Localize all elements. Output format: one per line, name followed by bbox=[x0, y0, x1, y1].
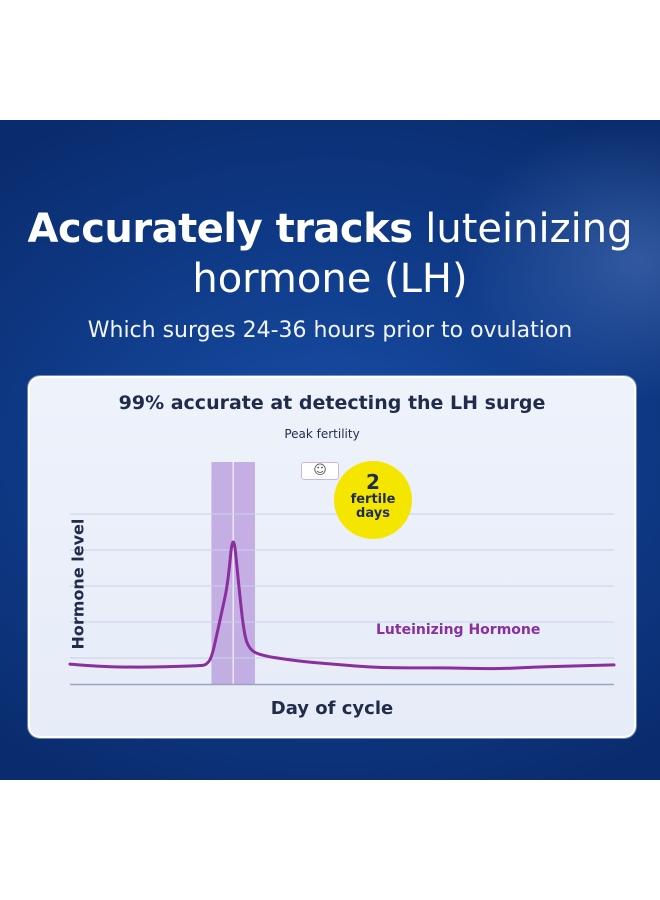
smiley-icon: ☺ bbox=[301, 462, 339, 480]
chart-card: 99% accurate at detecting the LH surge P… bbox=[28, 376, 636, 738]
headline-bold: Accurately tracks bbox=[27, 206, 414, 252]
chart-plot bbox=[68, 462, 616, 686]
peak-fertility-label: Peak fertility bbox=[284, 427, 360, 441]
headline-line1: Accurately tracks luteinizing bbox=[0, 206, 660, 252]
lh-series-line bbox=[68, 540, 616, 671]
y-axis-label: Hormone level bbox=[68, 518, 88, 650]
banner: Accurately tracks luteinizing hormone (L… bbox=[0, 120, 660, 780]
series-label: Luteinizing Hormone bbox=[376, 622, 541, 638]
fertile-days-text: fertile days bbox=[350, 492, 396, 521]
x-axis-label: Day of cycle bbox=[270, 698, 394, 719]
headline-light: luteinizing bbox=[425, 206, 633, 252]
fertile-days-number: 2 bbox=[366, 470, 380, 494]
chart-title: 99% accurate at detecting the LH surge bbox=[118, 392, 546, 414]
fertile-days-badge: 2 fertile days bbox=[334, 461, 412, 539]
subtitle: Which surges 24-36 hours prior to ovulat… bbox=[87, 318, 573, 343]
headline-line2: hormone (LH) bbox=[192, 256, 468, 302]
